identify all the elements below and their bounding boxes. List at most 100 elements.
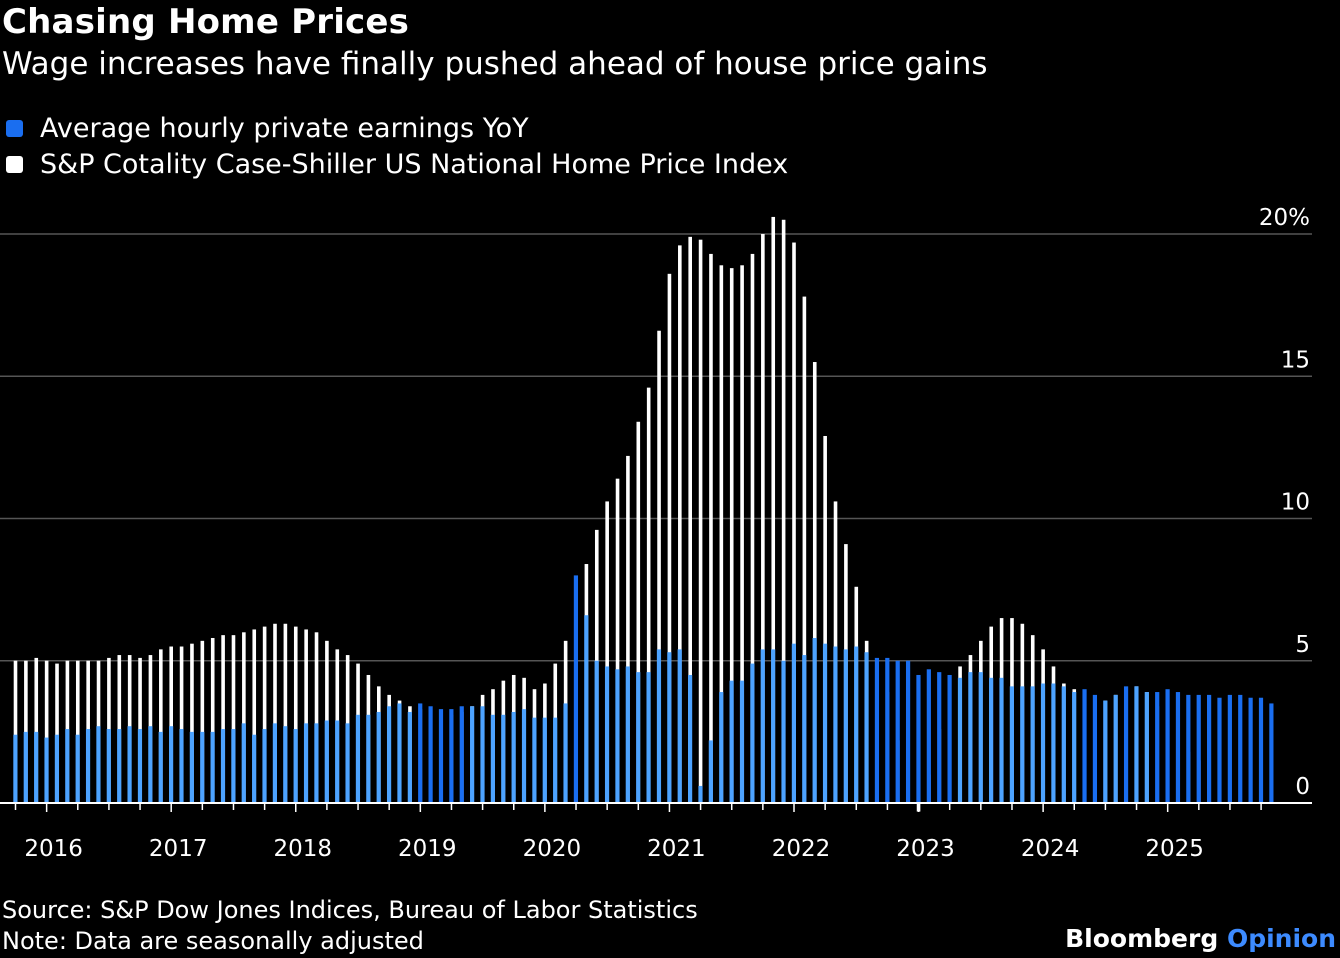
bar-home-price [262,626,267,803]
bar-wages [210,731,215,803]
bar-wages [252,734,257,803]
bar-home-price [169,646,173,803]
bar-home-price [709,253,713,804]
bar-home-price [55,663,59,803]
legend-item-wages: Average hourly private earnings YoY [6,110,788,146]
bar-wages [376,711,381,803]
bar-wages [438,709,444,803]
y-tick-label: 5 [1295,632,1310,658]
bar-home-price [34,657,39,803]
bar-home-price [615,478,620,803]
y-tick-label: 0 [1295,774,1310,800]
bar-wages [874,657,880,803]
bar-wages [1092,694,1098,803]
bar-wages [729,680,734,803]
legend-item-home-prices: S&P Cotality Case-Shiller US National Ho… [6,146,788,182]
bar-wages [189,731,194,803]
bar-wages [428,706,433,803]
legend-swatch-wages [6,119,23,137]
bar-wages [459,706,464,803]
bar-wages [1009,686,1014,803]
bar-wages [54,734,60,803]
bar-wages [1186,694,1191,803]
brand-main: Bloomberg [1065,924,1219,953]
bar-wages [1196,694,1201,803]
legend: Average hourly private earnings YoY S&P … [6,110,788,182]
bar-home-price [273,623,277,803]
chart-title: Chasing Home Prices [2,2,410,42]
bar-wages [65,729,70,803]
data-note: Note: Data are seasonally adjusted [2,927,424,955]
bar-wages [719,692,724,803]
bar-wages [573,575,579,803]
bar-wages [1123,686,1129,803]
y-tick-label: 15 [1281,347,1310,373]
bar-wages [1165,689,1170,803]
bar-wages [1082,689,1087,803]
bar-wages [812,637,817,803]
bar-wages [1227,694,1232,803]
bar-home-price [750,253,755,804]
bar-home-price [729,268,734,803]
bar-wages [1248,697,1253,803]
bar-home-price [678,245,682,803]
bar-wages [470,706,475,803]
bar-wages [698,785,703,803]
bar-home-price [242,632,246,803]
bar-home-price [159,649,163,803]
bar-wages [833,646,838,803]
bar-wages [1269,703,1274,803]
bar-wages [521,709,527,803]
bar-wages [916,674,921,803]
bar-home-price [231,635,236,803]
bar-home-price [75,660,80,803]
bar-wages [1144,692,1149,803]
bar-home-price [221,635,225,803]
bar-wages [688,674,693,803]
bar-wages [366,714,371,803]
bar-wages [293,729,298,803]
bar-home-price [719,265,724,803]
x-tick-label: 2020 [523,836,582,862]
bar-wages [947,674,952,803]
bar-wages [511,711,516,803]
legend-label-home-prices: S&P Cotality Case-Shiller US National Ho… [40,148,789,180]
bar-wages [1072,692,1077,803]
bar-wages [13,734,18,803]
bar-wages [117,729,122,803]
brand-accent: Opinion [1226,924,1336,953]
x-tick-label: 2016 [24,836,83,862]
bar-wages [584,615,589,803]
x-tick-label: 2017 [149,836,208,862]
bar-wages [1217,697,1222,803]
bar-home-price [636,421,641,803]
bar-wages [999,677,1004,803]
bar-wages [283,726,288,803]
bar-wages [553,717,558,803]
bar-wages [169,726,174,803]
bar-home-price [626,455,630,803]
bar-wages [85,729,91,803]
x-tick-label: 2019 [398,836,457,862]
bar-wages [148,726,153,803]
y-tick-label: 10 [1281,490,1310,516]
bar-home-price [252,629,257,803]
bar-wages [563,703,568,803]
bar-wages [854,646,859,803]
bar-wages [501,714,506,803]
bar-wages [864,652,869,803]
bar-wages [771,649,776,803]
bar-home-price [792,242,796,803]
bar-wages [625,666,630,803]
bar-home-price [44,660,49,803]
bar-wages [34,731,39,803]
bar-wages [1113,694,1118,803]
bar-home-price [200,640,205,803]
bar-home-price [646,387,651,803]
x-tick-label: 2021 [647,836,706,862]
x-tick-label: 2023 [896,836,955,862]
bar-wages [407,711,412,803]
bar-wages [44,737,49,803]
bar-home-price [605,501,609,803]
